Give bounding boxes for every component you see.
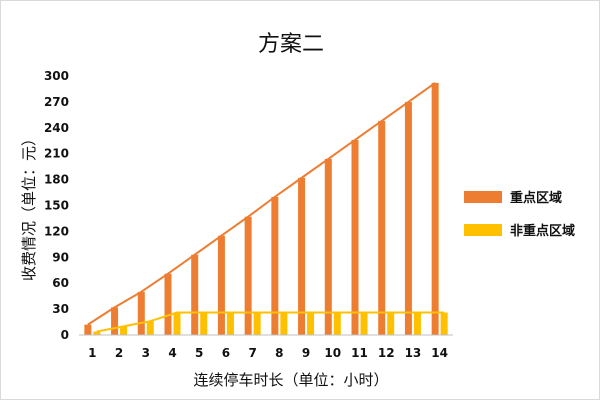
y-tick-label: 0 [61, 328, 69, 342]
x-tick-label: 12 [378, 346, 395, 360]
bar-key-area [271, 196, 279, 335]
x-tick-label: 10 [324, 346, 341, 360]
bar-key-area [404, 101, 412, 336]
bar-non-key-area [280, 312, 288, 335]
x-tick-label: 11 [351, 346, 368, 360]
y-tick-label: 300 [44, 69, 69, 83]
bar-key-area [298, 177, 306, 335]
y-tick-label: 90 [52, 250, 69, 264]
bar-non-key-area [93, 331, 101, 335]
chart-title: 方案二 [258, 32, 324, 57]
x-tick-label: 7 [248, 346, 256, 360]
x-tick-label: 5 [195, 346, 203, 360]
x-tick-label: 14 [431, 346, 448, 360]
bar-non-key-area [333, 312, 341, 335]
bar-non-key-area [173, 312, 181, 335]
y-tick-label: 180 [44, 173, 69, 187]
x-tick-label: 9 [302, 346, 310, 360]
y-tick-label: 210 [44, 147, 69, 161]
x-tick-label: 6 [222, 346, 230, 360]
x-tick-label: 13 [405, 346, 422, 360]
bar-key-area [164, 273, 172, 335]
x-tick-label: 8 [275, 346, 283, 360]
bar-key-area [244, 216, 252, 335]
y-tick-label: 150 [44, 199, 69, 213]
bar-key-area [217, 235, 225, 335]
y-tick-label: 120 [44, 224, 69, 238]
bar-non-key-area [226, 312, 234, 335]
y-axis-title: 收费情况（单位：元） [20, 131, 38, 281]
y-tick-label: 60 [52, 276, 69, 290]
legend-swatch [464, 224, 502, 236]
bar-key-area [431, 82, 439, 335]
y-tick-label: 270 [44, 95, 69, 109]
x-tick-label: 3 [142, 346, 150, 360]
bar-key-area [351, 139, 359, 335]
bar-key-area [378, 120, 386, 335]
y-tick-label: 30 [52, 302, 69, 316]
bar-non-key-area [387, 312, 395, 335]
x-axis-title: 连续停车时长（单位：小时） [193, 371, 388, 389]
legend-swatch [464, 191, 502, 203]
x-tick-label: 1 [88, 346, 96, 360]
legend-label: 非重点区域 [510, 223, 575, 239]
bar-key-area [84, 324, 92, 335]
x-tick-label: 4 [168, 346, 176, 360]
bar-key-area [111, 307, 119, 335]
bar-non-key-area [413, 312, 421, 335]
bar-non-key-area [253, 312, 261, 335]
y-tick-label: 240 [44, 121, 69, 135]
bar-non-key-area [200, 312, 208, 335]
x-tick-label: 2 [115, 346, 123, 360]
series-line-non-key-area [96, 311, 445, 333]
legend-label: 重点区域 [510, 190, 562, 206]
bar-non-key-area [146, 321, 154, 335]
bar-key-area [324, 158, 332, 335]
bar-non-key-area [307, 312, 315, 335]
bar-non-key-area [440, 312, 448, 335]
series-line-key-area [87, 82, 436, 326]
bar-key-area [137, 291, 145, 335]
bar-non-key-area [120, 326, 128, 335]
bar-non-key-area [360, 312, 368, 335]
bar-key-area [191, 254, 199, 335]
